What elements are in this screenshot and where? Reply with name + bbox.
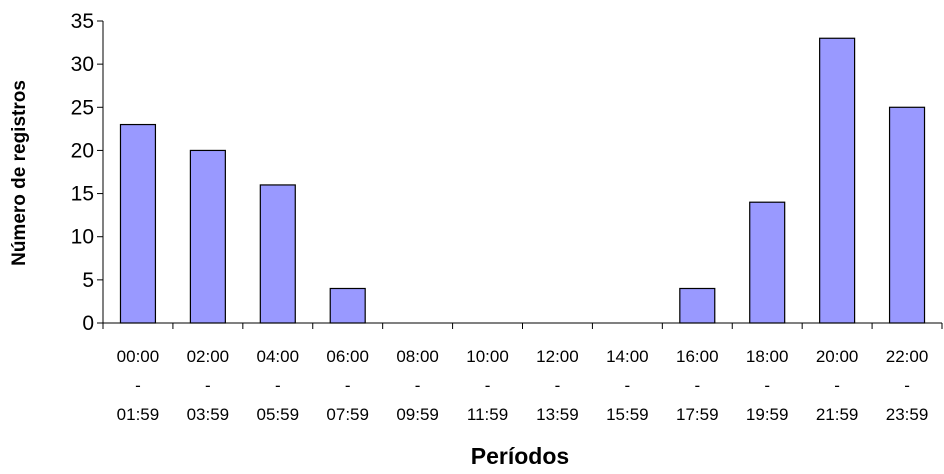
x-tick-label: 17:59 — [676, 405, 719, 424]
y-tick-label: 0 — [82, 312, 94, 335]
bar — [189, 149, 226, 324]
x-tick-label: - — [904, 376, 910, 395]
x-tick-label: 03:59 — [187, 405, 230, 424]
x-tick-label: 05:59 — [257, 405, 300, 424]
x-tick-label: - — [625, 376, 631, 395]
y-tick-label: 10 — [71, 226, 94, 249]
y-ticks-group: 0 5 10 15 20 25 30 35 — [71, 10, 103, 335]
bar — [329, 287, 366, 324]
bar — [259, 184, 296, 324]
y-tick-label: 15 — [71, 183, 94, 206]
y-tick-label: 5 — [82, 269, 94, 292]
x-tick-label: 04:00 — [257, 347, 300, 366]
bars-group — [119, 37, 926, 324]
bar — [119, 123, 157, 324]
x-tick-label: 18:00 — [746, 347, 789, 366]
x-tick-label: 08:00 — [396, 347, 439, 366]
y-tick-label: 20 — [71, 139, 94, 162]
x-tick-label: 23:59 — [886, 405, 929, 424]
y-axis-title: Número de registros — [9, 80, 30, 266]
bar — [888, 106, 926, 324]
bar — [679, 287, 716, 324]
x-tick-label: 14:00 — [606, 347, 649, 366]
bar — [749, 201, 786, 324]
x-tick-label: - — [135, 376, 141, 395]
x-tick-label: 11:59 — [467, 405, 508, 424]
x-tick-label: 01:59 — [117, 405, 160, 424]
x-tick-label: - — [834, 376, 840, 395]
x-tick-label: 07:59 — [326, 405, 369, 424]
x-tick-label: - — [485, 376, 491, 395]
x-tick-label: - — [694, 376, 700, 395]
x-tick-label: 20:00 — [816, 347, 859, 366]
x-tick-label: - — [275, 376, 281, 395]
bar — [819, 37, 856, 324]
x-tick-label: - — [345, 376, 351, 395]
x-tick-label: 10:00 — [466, 347, 509, 366]
x-tick-label: 22:00 — [886, 347, 929, 366]
x-tick-label: 12:00 — [536, 347, 579, 366]
x-tick-label: 16:00 — [676, 347, 719, 366]
x-axis-title: Períodos — [471, 443, 569, 469]
x-tick-label: - — [555, 376, 561, 395]
x-tick-label: 06:00 — [326, 347, 369, 366]
x-tick-label: 15:59 — [606, 405, 649, 424]
x-tick-label: 02:00 — [187, 347, 230, 366]
x-tick-label: - — [205, 376, 211, 395]
x-ticks-group: 00:00 - 01:59 02:00 - 03:59 04:00 - 05:59 06:00 - 0… — [102, 323, 943, 424]
x-tick-label: 21:59 — [816, 405, 859, 424]
x-tick-label: 09:59 — [396, 405, 439, 424]
y-tick-label: 35 — [71, 10, 94, 33]
x-tick-label: 13:59 — [536, 405, 579, 424]
x-tick-label: 19:59 — [746, 405, 789, 424]
x-tick-label: - — [764, 376, 770, 395]
y-tick-label: 25 — [71, 96, 94, 119]
x-tick-label: 00:00 — [117, 347, 160, 366]
x-tick-label: - — [415, 376, 421, 395]
y-tick-label: 30 — [71, 53, 94, 76]
